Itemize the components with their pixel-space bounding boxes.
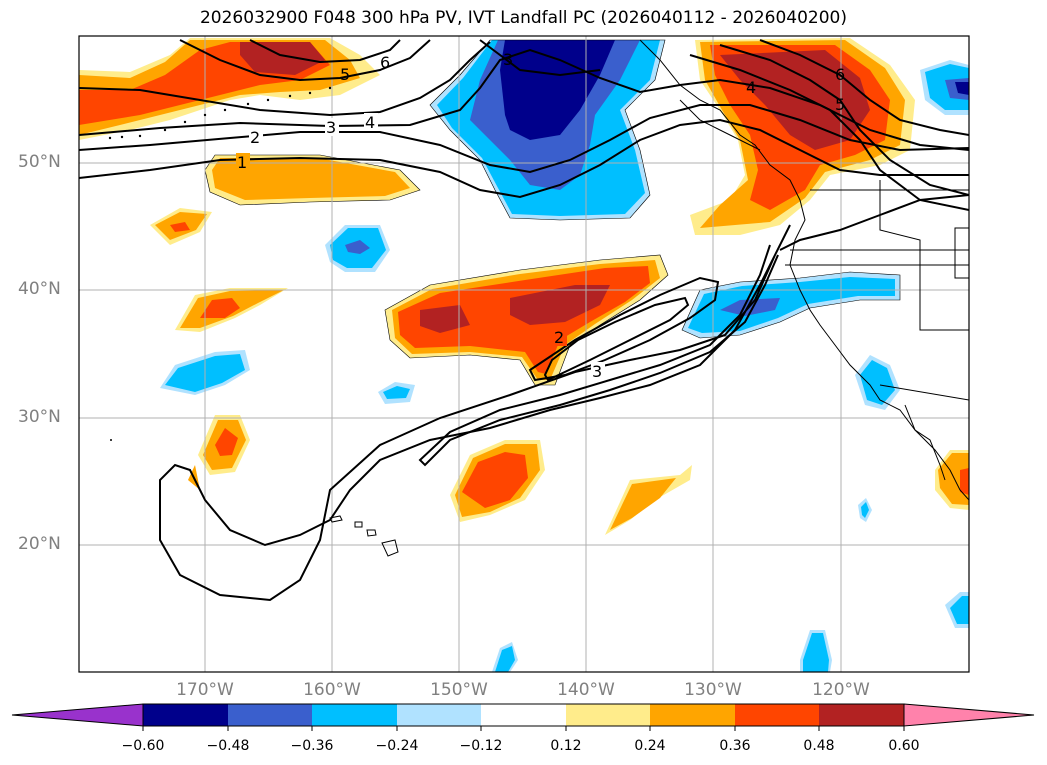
contour-label-group: 1 2 3 4 5 6 2 3 3 4 6 5 <box>236 50 845 381</box>
contour-label: 1 <box>237 153 247 172</box>
contour-label: 6 <box>835 65 845 84</box>
contour-label: 3 <box>592 362 602 381</box>
colorbar-tick-label: 0.24 <box>634 738 666 754</box>
contour-label: 4 <box>365 113 375 132</box>
lon-label: 150°W <box>430 680 488 700</box>
colorbar-segment <box>819 704 904 726</box>
contour-label: 3 <box>326 118 336 137</box>
lat-label: 30°N <box>18 407 61 427</box>
colorbar-segment <box>143 704 228 726</box>
lat-label: 20°N <box>18 534 61 554</box>
contour-label: 5 <box>340 65 350 84</box>
colorbar <box>11 703 1035 731</box>
contour-label: 4 <box>746 78 756 97</box>
lat-label: 50°N <box>18 152 61 172</box>
colorbar-segment <box>566 704 650 726</box>
colorbar-tick-label: 0.12 <box>550 738 582 754</box>
contour-label: 3 <box>503 50 513 69</box>
colorbar-segment <box>735 704 819 726</box>
colorbar-tick-label: −0.12 <box>459 738 503 754</box>
colorbar-tick-label: 0.60 <box>888 738 920 754</box>
lat-label: 40°N <box>18 279 61 299</box>
colorbar-segment <box>397 704 481 726</box>
aleutian-islands <box>108 86 332 441</box>
colorbar-segment <box>228 704 312 726</box>
colorbar-tick-label: −0.48 <box>206 738 250 754</box>
coastlines <box>639 39 969 501</box>
colorbar-extend-max <box>903 703 1035 727</box>
contour-label: 2 <box>250 128 260 147</box>
contour-label: 5 <box>835 95 845 114</box>
colorbar-tick-label: −0.24 <box>375 738 419 754</box>
gridlines <box>79 36 969 672</box>
lon-label: 160°W <box>303 680 361 700</box>
contour-label: 2 <box>554 328 564 347</box>
plot-area: 1 2 3 4 5 6 2 3 3 4 6 5 <box>79 36 969 672</box>
contour-label: 6 <box>380 53 390 72</box>
colorbar-tick-label: −0.36 <box>290 738 334 754</box>
colorbar-segment <box>650 704 735 726</box>
colorbar-tick-label: 0.48 <box>803 738 835 754</box>
colorbar-segment <box>312 704 397 726</box>
lon-label: 120°W <box>812 680 870 700</box>
hawaiian-islands <box>329 515 399 557</box>
negative-anomaly-fields <box>160 40 969 672</box>
map-title: 2026032900 F048 300 hPa PV, IVT Landfall… <box>199 8 847 28</box>
colorbar-extend-min <box>11 703 144 727</box>
colorbar-tick-label: −0.60 <box>121 738 165 754</box>
colorbar-tick-label: 0.36 <box>719 738 751 754</box>
lon-label: 170°W <box>176 680 234 700</box>
plot-frame <box>78 35 970 673</box>
colorbar-segment <box>481 704 566 726</box>
lon-label: 140°W <box>557 680 615 700</box>
lon-label: 130°W <box>684 680 742 700</box>
